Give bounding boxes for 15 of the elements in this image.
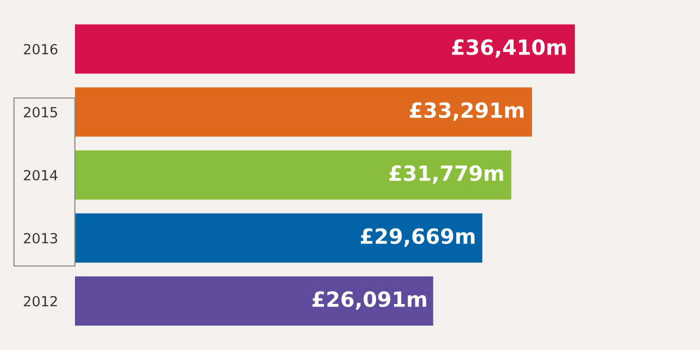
data-label: £33,291m [410, 102, 524, 121]
y-tick-label: 2016 [24, 44, 58, 54]
data-label: £36,410m [452, 39, 566, 58]
data-label: £29,669m [360, 228, 475, 247]
data-label: £26,091m [312, 291, 426, 310]
bar [74, 276, 434, 326]
bar [74, 213, 482, 263]
bar [74, 150, 512, 200]
data-label: £31,779m [389, 165, 504, 184]
bar [74, 24, 575, 74]
y-tick-label: 2015 [24, 106, 58, 118]
y-tick-label: 2013 [24, 232, 58, 244]
y-tick-label: 2014 [24, 170, 58, 180]
y-tick-label: 2012 [24, 296, 57, 306]
bar [74, 87, 532, 137]
